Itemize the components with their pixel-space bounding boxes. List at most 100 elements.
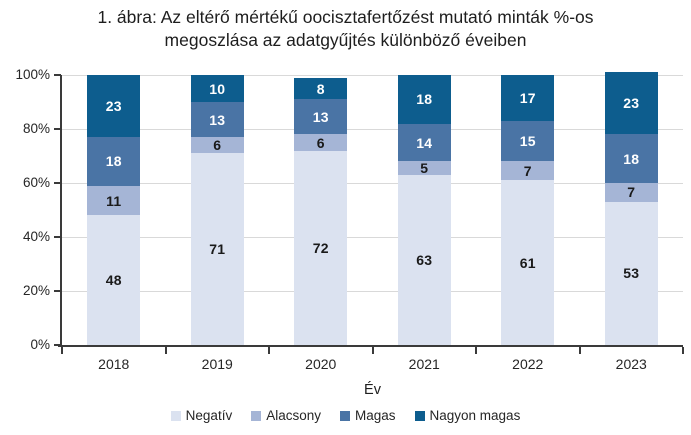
grid-line-20	[62, 291, 683, 292]
segment-value-label: 11	[106, 192, 122, 209]
x-tick-label-2023: 2023	[615, 356, 647, 372]
bar-segment-2022-nagyon-magas: 17	[501, 75, 555, 121]
segment-value-label: 63	[416, 251, 433, 268]
bar-segment-2019-nagyon-magas: 10	[190, 75, 244, 102]
legend-swatch-icon	[170, 410, 181, 421]
segment-value-label: 7	[627, 184, 636, 201]
x-tick-label-2019: 2019	[201, 356, 233, 372]
x-tick-mark	[164, 347, 167, 354]
bar-segment-2022-alacsony: 7	[501, 161, 555, 181]
segment-value-label: 7	[523, 162, 532, 179]
x-tick-mark	[371, 347, 374, 354]
chart-title: 1. ábra: Az eltérő mértékű oocisztafertő…	[0, 6, 691, 52]
bar-segment-2023-negatív: 53	[604, 201, 658, 345]
x-axis-title: Év	[364, 382, 381, 398]
y-tick-mark	[54, 128, 61, 130]
bar-segment-2019-alacsony: 6	[190, 137, 244, 154]
plot-area: 48 11 18 23 71 6 13 10 72 6 13 8 63 5 14 18 61 7 15 17 53 7 18…	[62, 72, 683, 345]
bar-segment-2020-alacsony: 6	[294, 134, 348, 151]
segment-value-label: 23	[105, 98, 122, 115]
bar-2021: 63 5 14 18	[397, 75, 451, 345]
bar-segment-2018-negatív: 48	[87, 215, 141, 345]
x-tick-label-2021: 2021	[408, 356, 440, 372]
legend-item-nagyon-magas: Nagyon magas	[414, 408, 521, 423]
legend-label: Nagyon magas	[429, 408, 521, 423]
chart-title-line-2: megoszlása az adatgyűjtés különböző évei…	[164, 30, 527, 51]
bar-2023: 53 7 18 23	[604, 72, 658, 345]
y-tick-mark	[54, 290, 61, 292]
segment-value-label: 13	[209, 111, 226, 128]
legend-item-magas: Magas	[339, 408, 396, 423]
y-tick-mark	[54, 74, 61, 76]
segment-value-label: 8	[316, 80, 325, 97]
segment-value-label: 15	[519, 133, 536, 150]
legend-label: Negatív	[185, 408, 233, 423]
grid-line-80	[62, 129, 683, 130]
segment-value-label: 72	[312, 239, 329, 256]
y-axis-line	[60, 75, 62, 347]
legend-label: Alacsony	[266, 408, 321, 423]
bar-segment-2022-negatív: 61	[501, 180, 555, 345]
segment-value-label: 18	[623, 150, 640, 167]
segment-value-label: 18	[416, 91, 433, 108]
bar-segment-2020-magas: 13	[294, 99, 348, 135]
bar-segment-2018-nagyon-magas: 23	[87, 75, 141, 138]
y-tick-mark	[54, 236, 61, 238]
segment-value-label: 5	[420, 160, 429, 177]
y-tick-label-0: 0%	[30, 337, 50, 352]
bar-segment-2021-alacsony: 5	[397, 160, 451, 177]
x-tick-label-2020: 2020	[305, 356, 337, 372]
segment-value-label: 13	[312, 108, 329, 125]
bar-segment-2023-nagyon-magas: 23	[604, 72, 658, 135]
bar-segment-2021-nagyon-magas: 18	[397, 75, 451, 124]
bar-segment-2019-negatív: 71	[190, 153, 244, 345]
bar-segment-2023-alacsony: 7	[604, 183, 658, 202]
segment-value-label: 17	[519, 89, 536, 106]
legend-swatch-icon	[251, 410, 262, 421]
y-tick-label-40: 40%	[22, 229, 50, 244]
x-axis-line	[58, 345, 683, 347]
bar-2018: 48 11 18 23	[87, 75, 141, 345]
segment-value-label: 48	[105, 272, 122, 289]
segment-value-label: 6	[213, 137, 222, 154]
segment-value-label: 61	[519, 254, 536, 271]
bar-2019: 71 6 13 10	[190, 75, 244, 345]
bar-2020: 72 6 13 8	[294, 75, 348, 345]
x-tick-mark	[268, 347, 270, 354]
x-tick-mark	[578, 347, 581, 354]
chart-title-line-1: 1. ábra: Az eltérő mértékű oocisztafertő…	[97, 7, 594, 27]
legend-item-alacsony: Alacsony	[251, 408, 321, 423]
segment-value-label: 53	[623, 265, 640, 282]
bar-segment-2021-negatív: 63	[397, 174, 451, 345]
bar-segment-2020-negatív: 72	[294, 150, 348, 345]
y-tick-mark	[54, 344, 61, 346]
x-tick-mark	[682, 347, 684, 354]
bar-segment-2019-magas: 13	[190, 102, 244, 138]
bar-segment-2022-magas: 15	[501, 120, 555, 162]
segment-value-label: 18	[105, 153, 122, 170]
grid-line-60	[62, 183, 683, 184]
x-tick-mark	[61, 347, 63, 354]
legend-item-negatív: Negatív	[170, 408, 233, 423]
legend-swatch-icon	[339, 410, 350, 421]
segment-value-label: 14	[416, 134, 433, 151]
segment-value-label: 10	[209, 80, 226, 97]
y-tick-mark	[54, 182, 61, 184]
segment-value-label: 6	[316, 134, 325, 151]
bar-2022: 61 7 15 17	[501, 75, 555, 345]
bar-segment-2020-nagyon-magas: 8	[294, 77, 348, 100]
x-tick-label-2018: 2018	[98, 356, 130, 372]
bar-segment-2023-magas: 18	[604, 134, 658, 183]
bar-segment-2021-magas: 14	[397, 123, 451, 162]
y-tick-label-60: 60%	[22, 175, 50, 190]
legend: Negatív Alacsony Magas Nagyon magas	[0, 408, 691, 423]
x-tick-mark	[475, 347, 477, 354]
y-tick-label-20: 20%	[22, 283, 50, 298]
segment-value-label: 71	[209, 241, 226, 258]
grid-line-100	[62, 75, 683, 76]
x-tick-label-2022: 2022	[512, 356, 544, 372]
y-tick-label-100: 100%	[15, 67, 50, 82]
bar-segment-2018-magas: 18	[87, 137, 141, 186]
segment-value-label: 23	[623, 95, 640, 112]
